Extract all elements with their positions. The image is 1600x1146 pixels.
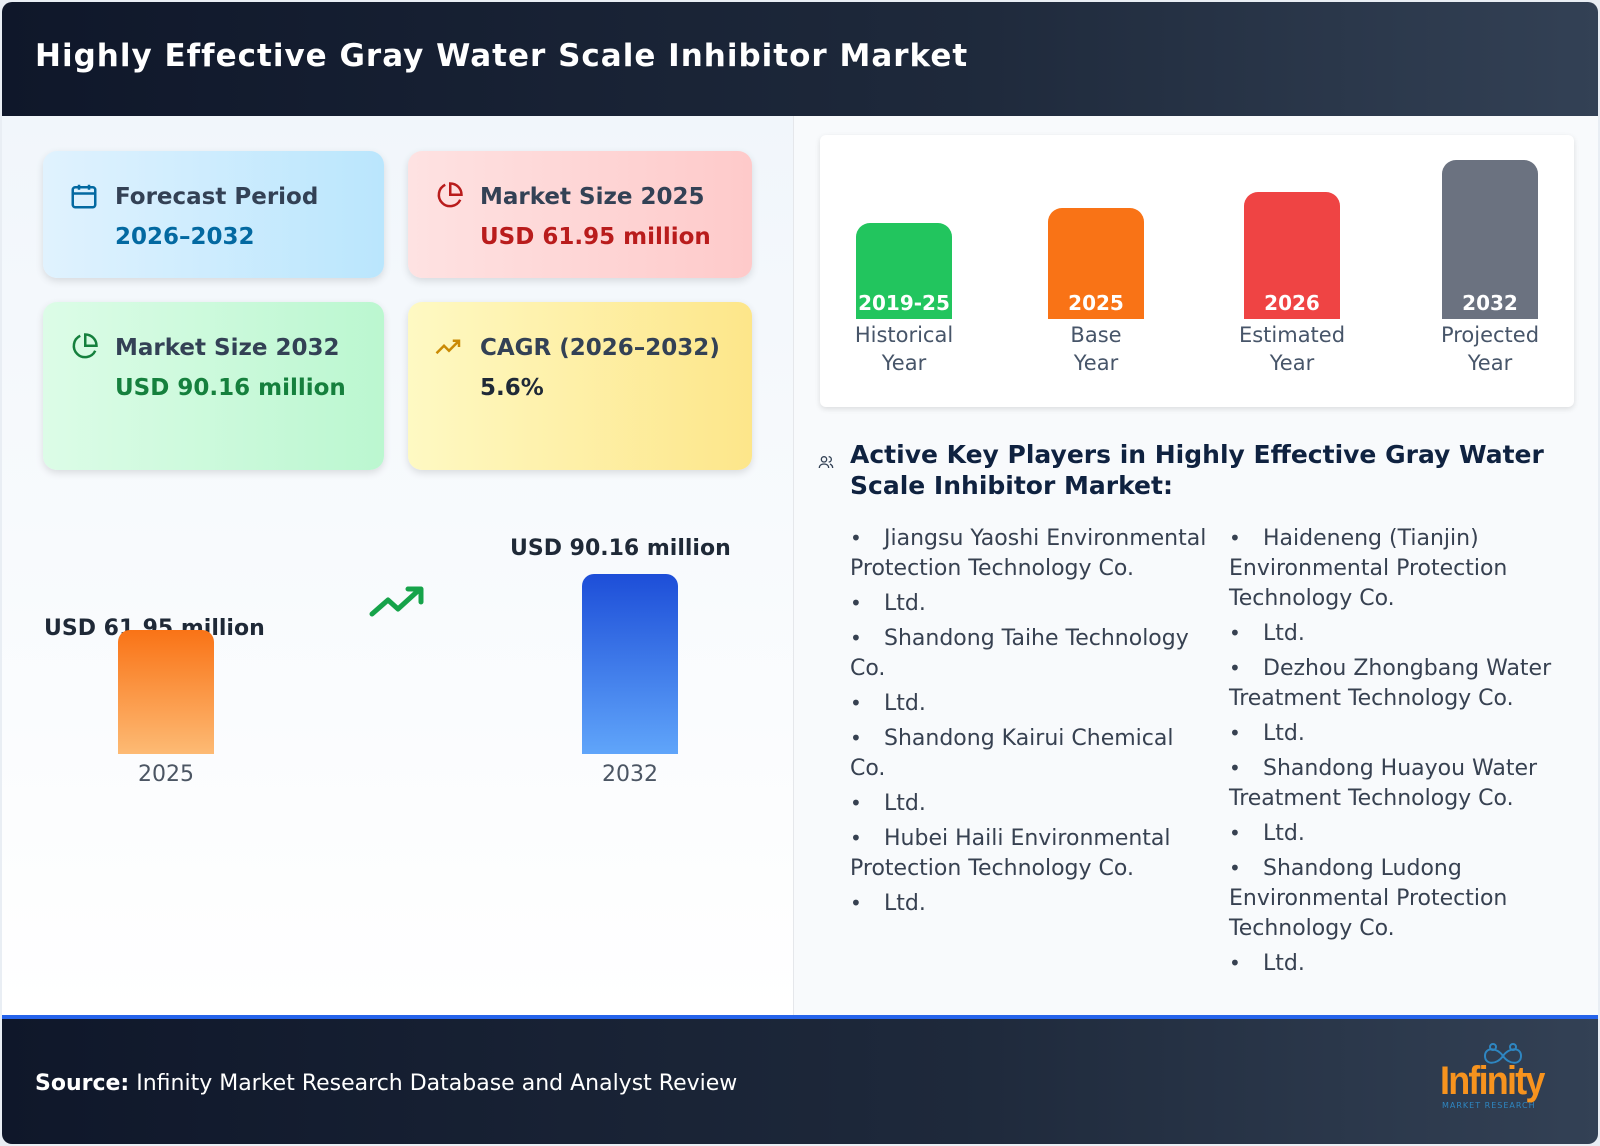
key-players-list-right: Haideneng (Tianjin) Environmental Protec… xyxy=(1229,523,1589,983)
timeline-bar-base: 2025 xyxy=(1048,208,1144,319)
card-label: Forecast Period xyxy=(115,184,319,210)
card-value: USD 90.16 million xyxy=(115,375,346,401)
data-label-2032: USD 90.16 million xyxy=(510,536,731,561)
key-players-list-left: Jiangsu Yaoshi Environmental Protection … xyxy=(850,523,1210,923)
users-icon xyxy=(818,456,834,469)
key-player-item: Dezhou Zhongbang Water Treatment Technol… xyxy=(1229,653,1589,714)
timeline-bar-projected: 2032 xyxy=(1442,160,1538,319)
trending-up-icon xyxy=(369,586,424,617)
page-title: Highly Effective Gray Water Scale Inhibi… xyxy=(35,38,969,74)
key-player-item: Ltd. xyxy=(850,588,1210,619)
calendar-icon xyxy=(71,184,97,209)
key-player-item: Ltd. xyxy=(1229,618,1589,649)
market-size-2032-card: Market Size 2032 USD 90.16 million xyxy=(43,302,384,470)
bar-2025 xyxy=(118,630,214,754)
timeline-box: 2019-25 Historical Year 2025 Base Year 202… xyxy=(820,135,1574,407)
pie-chart-icon xyxy=(437,182,463,208)
key-player-item: Haideneng (Tianjin) Environmental Protec… xyxy=(1229,523,1589,614)
timeline-bar-historical: 2019-25 xyxy=(856,223,952,319)
cagr-card: CAGR (2026–2032) 5.6% xyxy=(408,302,752,470)
timeline-caption: Projected Year xyxy=(1440,323,1540,375)
source-text: Source: Infinity Market Research Databas… xyxy=(35,1071,738,1096)
card-label: Market Size 2032 xyxy=(115,335,340,361)
card-label: CAGR (2026–2032) xyxy=(480,335,720,361)
key-player-item: Ltd. xyxy=(850,688,1210,719)
pie-chart-icon xyxy=(72,333,98,359)
x-label-2032: 2032 xyxy=(602,762,658,787)
forecast-period-card: Forecast Period 2026–2032 xyxy=(43,151,384,278)
bar-2032 xyxy=(582,574,678,754)
key-player-item: Ltd. xyxy=(850,888,1210,919)
infinity-symbol-icon xyxy=(1483,1043,1523,1064)
infinity-logo: Infinity MARKET RESEARCH xyxy=(1440,1043,1564,1113)
key-player-item: Shandong Huayou Water Treatment Technolo… xyxy=(1229,753,1589,814)
key-player-item: Shandong Ludong Environmental Protection… xyxy=(1229,853,1589,944)
key-player-item: Ltd. xyxy=(1229,948,1589,979)
trending-up-icon xyxy=(435,339,461,355)
right-panel: 2019-25 Historical Year 2025 Base Year 202… xyxy=(794,116,1598,1015)
key-players-heading: Active Key Players in Highly Effective G… xyxy=(850,440,1544,500)
timeline-bar-estimated: 2026 xyxy=(1244,192,1340,319)
x-label-2025: 2025 xyxy=(138,762,194,787)
key-player-item: Shandong Kairui Chemical Co. xyxy=(850,723,1210,784)
left-panel: Forecast Period 2026–2032 Market Size 202… xyxy=(2,116,794,1015)
timeline-caption: Base Year xyxy=(1070,323,1122,375)
key-player-item: Shandong Taihe Technology Co. xyxy=(850,623,1210,684)
footer: Source: Infinity Market Research Databas… xyxy=(2,1015,1598,1144)
key-player-item: Jiangsu Yaoshi Environmental Protection … xyxy=(850,523,1210,584)
key-player-item: Ltd. xyxy=(850,788,1210,819)
card-label: Market Size 2025 xyxy=(480,184,705,210)
key-player-item: Hubei Haili Environmental Protection Tec… xyxy=(850,823,1210,884)
card-value: USD 61.95 million xyxy=(480,224,711,250)
key-player-item: Ltd. xyxy=(1229,718,1589,749)
timeline-caption: Historical Year xyxy=(854,323,954,375)
card-value: 5.6% xyxy=(480,375,544,401)
card-value: 2026–2032 xyxy=(115,224,255,250)
timeline-caption: Estimated Year xyxy=(1238,323,1346,375)
market-size-2025-card: Market Size 2025 USD 61.95 million xyxy=(408,151,752,278)
header: Highly Effective Gray Water Scale Inhibi… xyxy=(2,2,1598,116)
key-player-item: Ltd. xyxy=(1229,818,1589,849)
